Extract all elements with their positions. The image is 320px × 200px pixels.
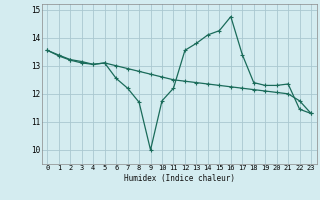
X-axis label: Humidex (Indice chaleur): Humidex (Indice chaleur) [124, 174, 235, 183]
